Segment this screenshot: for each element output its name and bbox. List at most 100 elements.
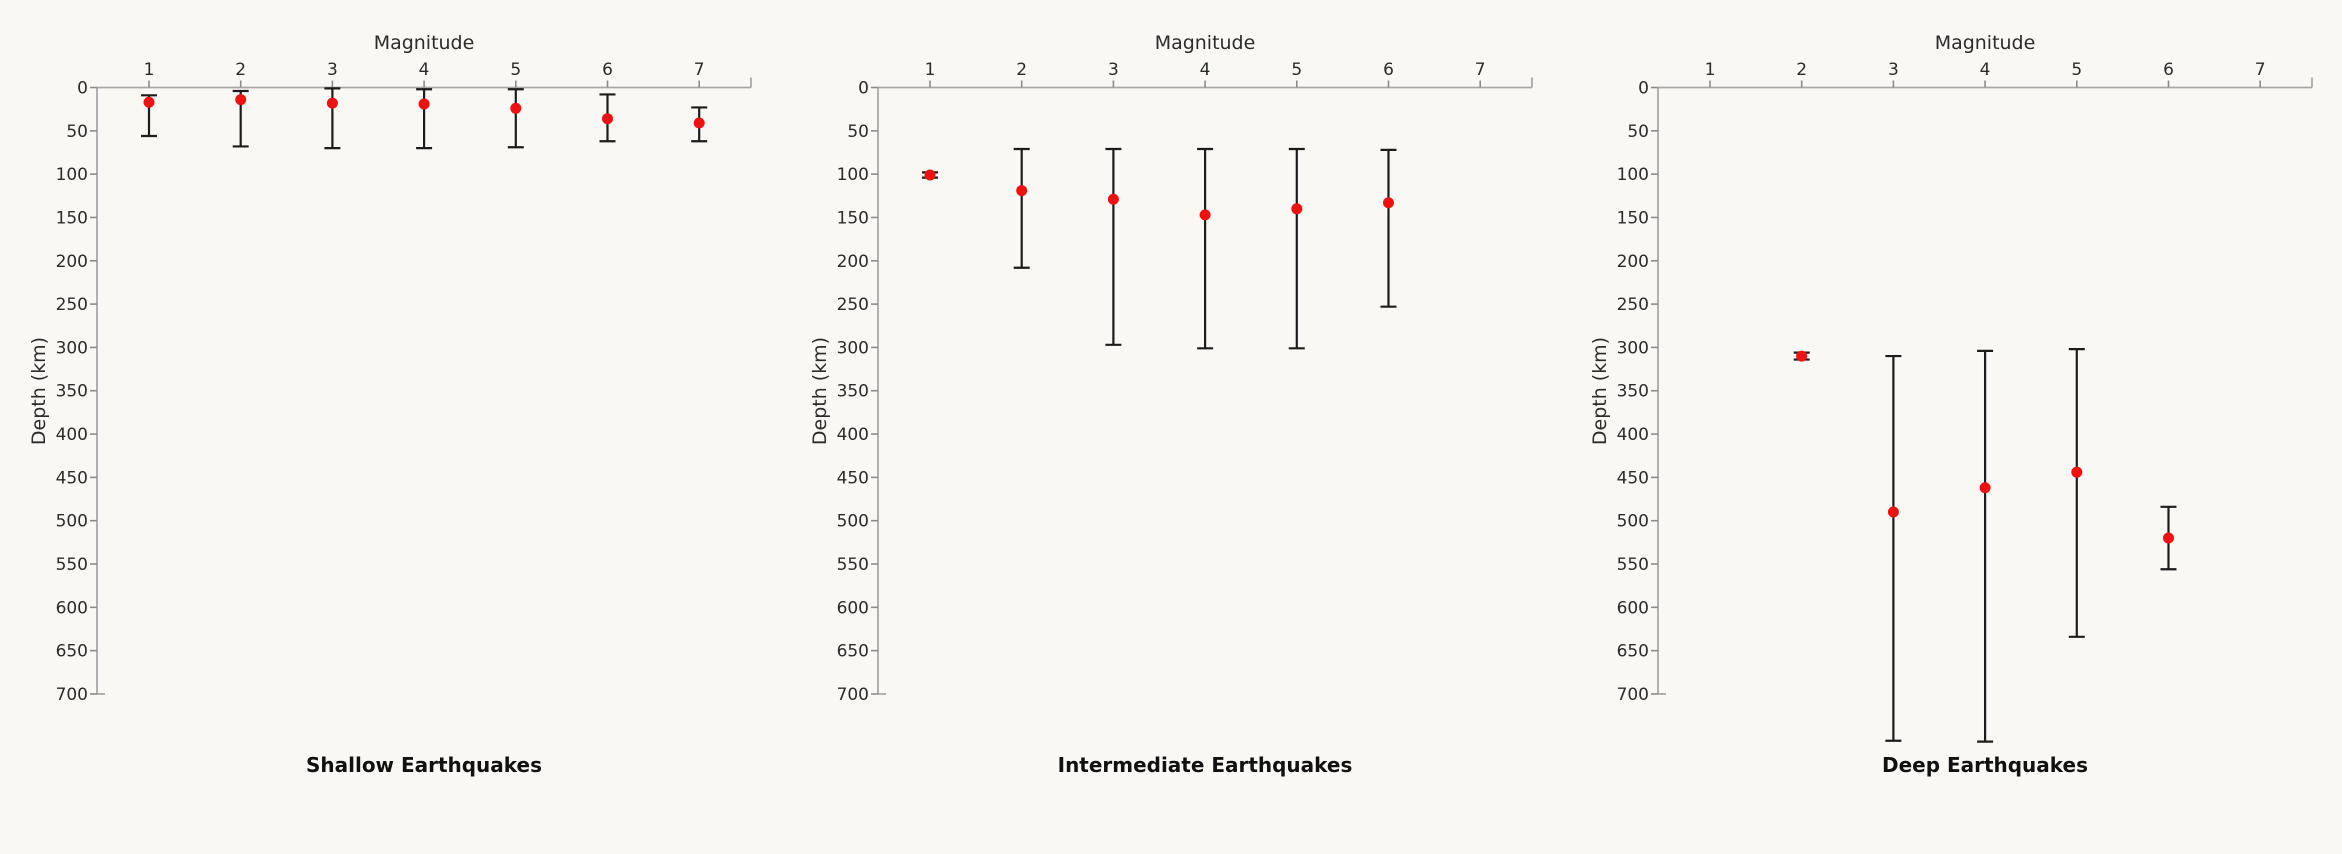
- y-tick-label: 550: [836, 555, 868, 575]
- y-tick-label: 100: [836, 165, 868, 185]
- chart-title: Shallow Earthquakes: [306, 753, 542, 777]
- chart-title: Intermediate Earthquakes: [1057, 753, 1352, 777]
- data-point: [924, 169, 936, 181]
- x-tick-label: 5: [510, 60, 521, 80]
- data-point: [1888, 506, 1900, 518]
- data-point: [1382, 197, 1394, 209]
- y-tick-label: 400: [836, 425, 868, 445]
- y-tick-label: 200: [836, 252, 868, 272]
- x-tick-label: 6: [2163, 60, 2174, 80]
- chart-svg-intermediate: Magnitude Depth (km) 1 2 3 4 5 6 7 0 50 100 150 200…: [809, 32, 1533, 777]
- y-tick-label: 450: [56, 468, 88, 488]
- y-axis-title: Depth (km): [809, 337, 831, 445]
- data-point: [1107, 193, 1119, 205]
- chart-panel-shallow: Magnitude Depth (km) 1 2 3 4 5 6 7 0 50 100 150 200…: [0, 0, 781, 854]
- chart-svg-shallow: Magnitude Depth (km) 1 2 3 4 5 6 7 0 50 100 150 200…: [28, 32, 752, 777]
- data-points: [921, 147, 1397, 350]
- y-tick-label: 550: [1617, 555, 1649, 575]
- y-tick-label: 0: [858, 79, 869, 99]
- y-tick-label: 150: [1617, 208, 1649, 228]
- y-tick-label: 50: [1628, 122, 1650, 142]
- y-tick-label: 150: [56, 208, 88, 228]
- x-tick-label: 3: [1108, 60, 1119, 80]
- data-point: [2071, 466, 2083, 478]
- data-point: [510, 102, 522, 114]
- y-tick-label: 350: [56, 382, 88, 402]
- y-tick-label: 350: [1617, 382, 1649, 402]
- x-tick-label: 6: [1383, 60, 1394, 80]
- data-point: [418, 98, 430, 110]
- x-tick-label: 3: [327, 60, 338, 80]
- x-axis-title: Magnitude: [1935, 32, 2036, 54]
- x-tick-label: 1: [144, 60, 155, 80]
- x-tick-label: 2: [235, 60, 246, 80]
- x-tick-label: 1: [1705, 60, 1716, 80]
- axes: 1 2 3 4 5 6 7 0 50 100 150 200 250 300 350 400 450 500 550…: [56, 60, 752, 705]
- data-point: [1979, 482, 1991, 494]
- chart-title: Deep Earthquakes: [1882, 753, 2088, 777]
- x-tick-label: 2: [1797, 60, 1808, 80]
- y-tick-label: 600: [56, 598, 88, 618]
- y-tick-label: 550: [56, 555, 88, 575]
- x-tick-label: 2: [1016, 60, 1027, 80]
- y-tick-label: 300: [836, 338, 868, 358]
- x-tick-label: 4: [1980, 60, 1991, 80]
- y-tick-label: 400: [1617, 425, 1649, 445]
- data-point: [143, 96, 155, 108]
- chart-svg-deep: Magnitude Depth (km) 1 2 3 4 5 6 7 0 50 100 150 200…: [1589, 32, 2314, 777]
- y-tick-label: 650: [56, 642, 88, 662]
- y-tick-label: 500: [56, 512, 88, 532]
- data-point: [1796, 350, 1808, 362]
- y-tick-label: 400: [56, 425, 88, 445]
- x-axis-title: Magnitude: [1154, 32, 1255, 54]
- data-point: [693, 117, 705, 129]
- y-tick-label: 200: [1617, 252, 1649, 272]
- data-points: [1794, 348, 2177, 743]
- data-point: [326, 97, 338, 109]
- data-point: [2163, 532, 2175, 544]
- y-axis-title: Depth (km): [1589, 337, 1611, 445]
- y-tick-label: 150: [836, 208, 868, 228]
- x-tick-label: 3: [1888, 60, 1899, 80]
- y-tick-label: 600: [1617, 598, 1649, 618]
- y-tick-label: 200: [56, 252, 88, 272]
- axes: 1 2 3 4 5 6 7 0 50 100 150 200 250 300 350 400 450 500 550…: [836, 60, 1533, 705]
- y-tick-label: 450: [836, 468, 868, 488]
- y-tick-label: 700: [836, 685, 868, 705]
- y-tick-label: 650: [836, 642, 868, 662]
- x-tick-label: 5: [2072, 60, 2083, 80]
- y-tick-label: 700: [56, 685, 88, 705]
- x-axis-title: Magnitude: [374, 32, 475, 54]
- data-point: [1199, 209, 1211, 221]
- data-point: [235, 94, 247, 106]
- y-tick-label: 50: [847, 122, 869, 142]
- y-tick-label: 250: [1617, 295, 1649, 315]
- data-points: [140, 87, 708, 150]
- axes: 1 2 3 4 5 6 7 0 50 100 150 200 250 300 350 400 450 500 550…: [1617, 60, 2314, 705]
- y-tick-label: 450: [1617, 468, 1649, 488]
- y-tick-label: 0: [1638, 79, 1649, 99]
- y-tick-label: 250: [56, 295, 88, 315]
- y-tick-label: 100: [1617, 165, 1649, 185]
- data-point: [1290, 203, 1302, 215]
- x-tick-label: 7: [2255, 60, 2266, 80]
- x-tick-label: 1: [924, 60, 935, 80]
- x-tick-label: 6: [602, 60, 613, 80]
- chart-panel-intermediate: Magnitude Depth (km) 1 2 3 4 5 6 7 0 50 100 150 200…: [781, 0, 1562, 854]
- y-axis-title: Depth (km): [28, 337, 50, 445]
- y-tick-label: 350: [836, 382, 868, 402]
- data-point: [601, 113, 613, 125]
- y-tick-label: 0: [77, 79, 88, 99]
- y-tick-label: 250: [836, 295, 868, 315]
- y-tick-label: 500: [836, 512, 868, 532]
- y-tick-label: 100: [56, 165, 88, 185]
- x-tick-label: 7: [694, 60, 705, 80]
- x-tick-label: 5: [1291, 60, 1302, 80]
- y-tick-label: 50: [66, 122, 88, 142]
- y-tick-label: 500: [1617, 512, 1649, 532]
- y-tick-label: 600: [836, 598, 868, 618]
- y-tick-label: 300: [56, 338, 88, 358]
- y-tick-label: 700: [1617, 685, 1649, 705]
- x-tick-label: 4: [1199, 60, 1210, 80]
